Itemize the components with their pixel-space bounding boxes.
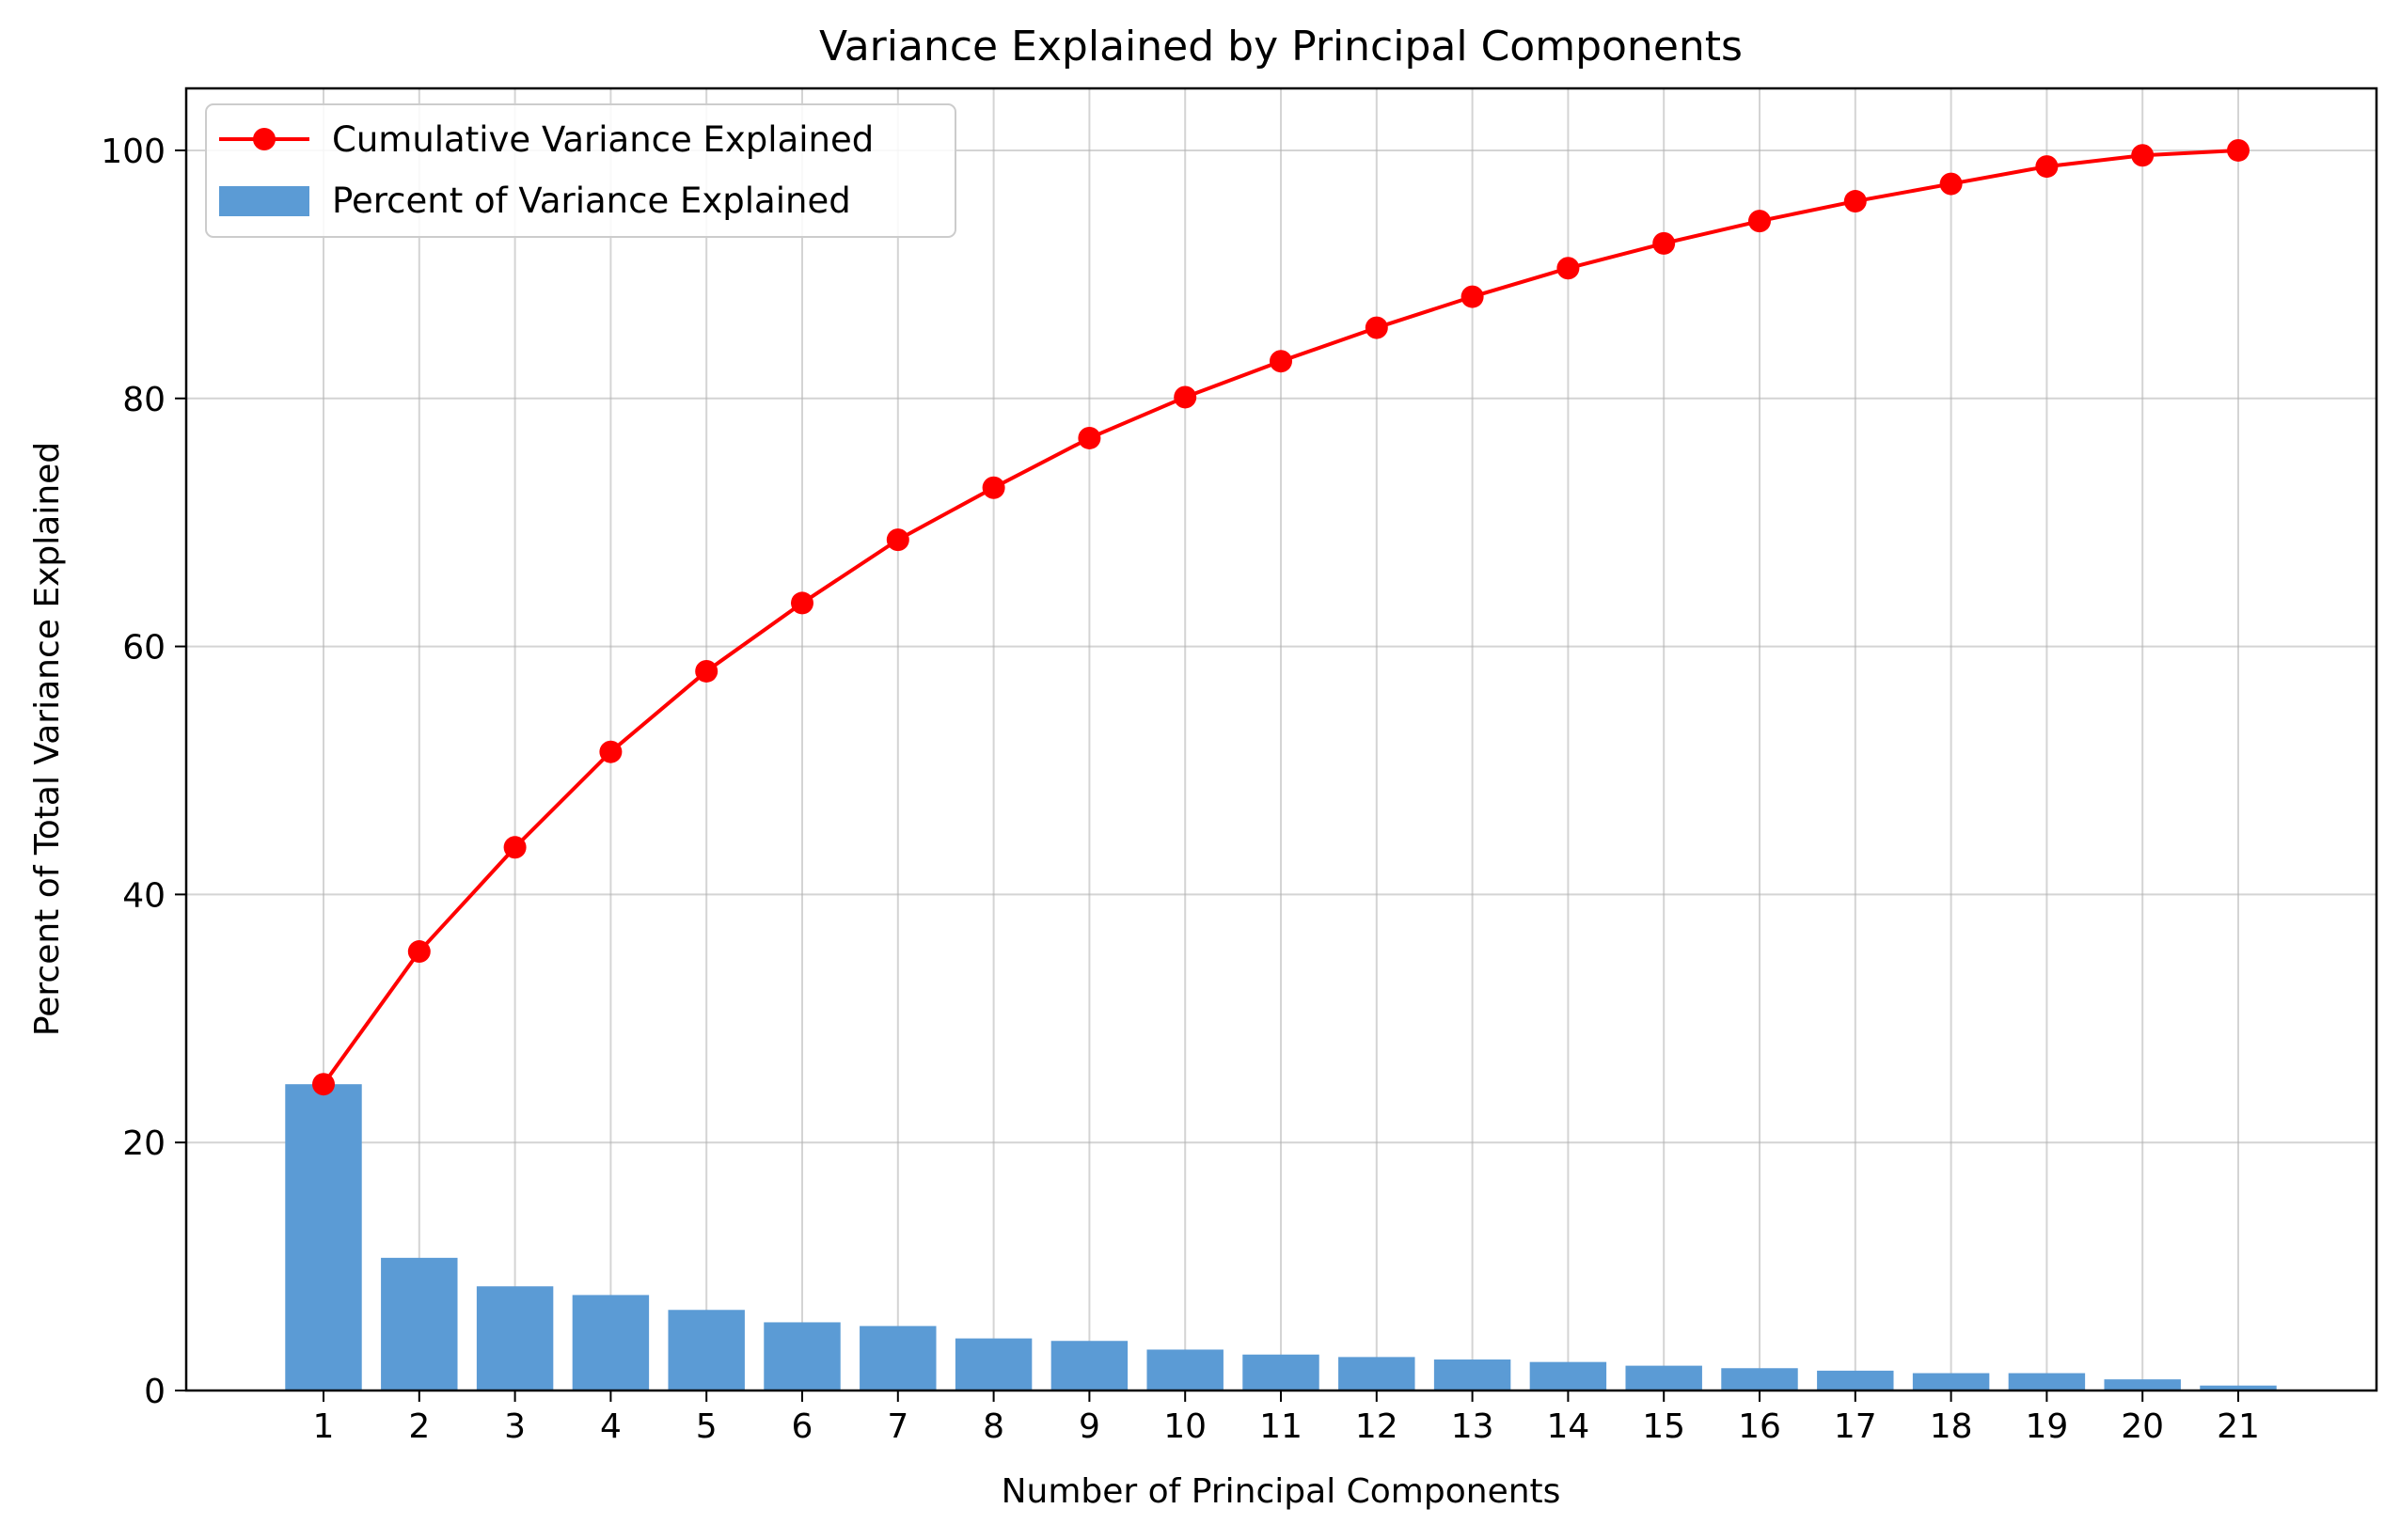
bar xyxy=(668,1310,745,1391)
bar xyxy=(2104,1379,2181,1391)
y-tick-label: 60 xyxy=(122,629,166,668)
x-tick-label: 8 xyxy=(983,1407,1004,1446)
legend-bar-swatch xyxy=(219,186,309,216)
y-tick-label: 100 xyxy=(101,133,166,171)
bar xyxy=(1338,1357,1415,1391)
x-tick-label: 14 xyxy=(1546,1407,1589,1446)
x-tick-label: 9 xyxy=(1079,1407,1100,1446)
line-point xyxy=(1556,257,1580,280)
x-tick-label: 10 xyxy=(1163,1407,1207,1446)
line-point xyxy=(312,1073,335,1096)
x-tick-label: 7 xyxy=(887,1407,908,1446)
x-tick-label: 2 xyxy=(408,1407,430,1446)
bar xyxy=(1529,1361,1607,1391)
x-tick-label: 13 xyxy=(1451,1407,1494,1446)
bar xyxy=(1242,1354,1319,1391)
line-point xyxy=(1843,190,1867,213)
line-point xyxy=(1365,316,1388,339)
x-tick-label: 18 xyxy=(1930,1407,1973,1446)
bar xyxy=(764,1322,841,1391)
line-point xyxy=(503,836,527,859)
bar xyxy=(1625,1365,1702,1391)
y-tick-label: 80 xyxy=(122,381,166,419)
line-point xyxy=(1270,350,1292,373)
line-point xyxy=(2035,155,2059,179)
line-point xyxy=(599,740,623,763)
line-point xyxy=(886,528,909,552)
x-tick-label: 4 xyxy=(600,1407,622,1446)
line-point xyxy=(1748,210,1771,233)
line-point xyxy=(1078,426,1101,449)
chart-title: Variance Explained by Principal Componen… xyxy=(819,23,1743,71)
x-tick-label: 17 xyxy=(1834,1407,1877,1446)
x-tick-label: 16 xyxy=(1738,1407,1781,1446)
cumulative-line xyxy=(312,138,2250,1096)
bar xyxy=(1433,1359,1511,1391)
bar xyxy=(572,1295,650,1391)
bars xyxy=(285,1084,2277,1391)
line-point xyxy=(791,591,813,615)
bar xyxy=(1912,1373,1990,1391)
legend-box xyxy=(205,103,956,238)
line-point xyxy=(1174,385,1197,409)
bar xyxy=(1050,1341,1129,1391)
line-point xyxy=(1652,231,1676,255)
x-tick-label: 19 xyxy=(2025,1407,2068,1446)
x-tick-label: 11 xyxy=(1259,1407,1303,1446)
bar xyxy=(2008,1373,2086,1391)
bar xyxy=(1721,1368,1798,1391)
x-tick-label: 12 xyxy=(1355,1407,1398,1446)
y-tick-label: 20 xyxy=(122,1124,166,1163)
line-point xyxy=(695,659,718,683)
x-tick-label: 15 xyxy=(1642,1407,1685,1446)
y-tick-label: 0 xyxy=(144,1373,166,1411)
line-point xyxy=(2131,144,2155,167)
x-tick-label: 5 xyxy=(696,1407,718,1446)
x-axis-label: Number of Principal Components xyxy=(1002,1472,1561,1511)
y-ticks: 0 20 40 60 80 100 xyxy=(101,133,186,1411)
y-axis-label: Percent of Total Variance Explained xyxy=(28,442,67,1036)
legend-label-cumulative: Cumulative Variance Explained xyxy=(332,119,874,160)
line-point xyxy=(1461,285,1484,308)
legend-label-percent: Percent of Variance Explained xyxy=(332,181,851,221)
line-point xyxy=(982,476,1005,499)
line-point xyxy=(2227,138,2250,162)
x-ticks: 1 2 3 4 5 6 7 8 9 10 11 12 13 14 15 16 17 18 19 20 21 xyxy=(313,1391,2260,1446)
x-tick-label: 6 xyxy=(792,1407,813,1446)
bar xyxy=(860,1326,937,1391)
line-point xyxy=(407,940,431,964)
x-tick-label: 21 xyxy=(2217,1407,2260,1446)
bar xyxy=(955,1338,1033,1391)
x-tick-label: 20 xyxy=(2121,1407,2164,1446)
y-tick-label: 40 xyxy=(122,876,166,915)
bar xyxy=(285,1084,362,1391)
bar xyxy=(1817,1370,1894,1391)
legend-line-marker xyxy=(253,128,276,150)
bar xyxy=(381,1257,458,1391)
bar xyxy=(1146,1349,1224,1391)
legend: Cumulative Variance Explained Percent of… xyxy=(205,103,956,238)
x-tick-label: 1 xyxy=(313,1407,335,1446)
x-tick-label: 3 xyxy=(504,1407,526,1446)
line-point xyxy=(1939,172,1963,196)
bar xyxy=(2200,1385,2277,1391)
bar xyxy=(476,1286,554,1391)
